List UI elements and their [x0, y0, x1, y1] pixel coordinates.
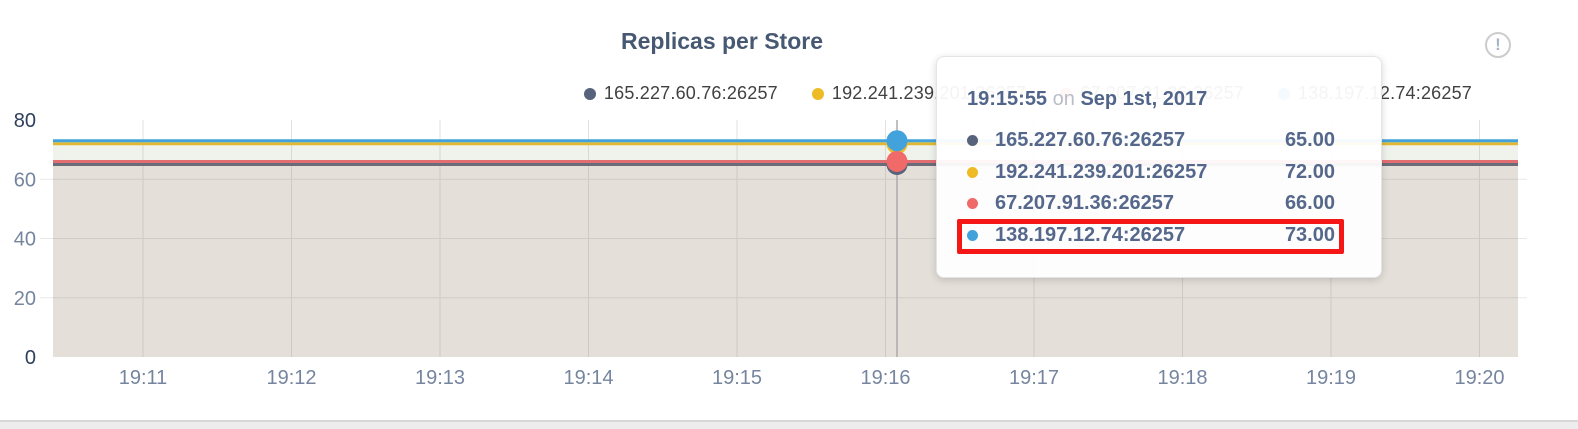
x-axis-tick-label: 19:13: [415, 367, 465, 389]
y-axis-tick-label: 60: [14, 169, 36, 191]
x-axis-tick-label: 19:18: [1157, 367, 1207, 389]
tooltip-series-value: 72.00: [1284, 160, 1335, 183]
series-dot-icon: [967, 198, 978, 210]
tooltip-series-value: 73.00: [1284, 223, 1335, 246]
legend-label: 165.227.60.76:26257: [603, 83, 778, 103]
series-dot-icon: [811, 87, 824, 100]
x-axis-tick-label: 19:16: [860, 367, 910, 389]
tooltip-row: 67.207.91.36:26257 66.00: [967, 188, 1351, 220]
tooltip-conjunction: on: [1052, 88, 1075, 110]
tooltip-series-label: 192.241.239.201:26257: [995, 160, 1208, 183]
x-axis-tick-label: 19:15: [712, 367, 762, 389]
x-axis-tick-label: 19:11: [119, 367, 168, 389]
tooltip-series-label: 165.227.60.76:26257: [995, 129, 1186, 152]
series-dot-icon: [583, 87, 596, 100]
tooltip-row-highlighted: 138.197.12.74:26257 73.00: [967, 220, 1351, 252]
series-dot-icon: [967, 229, 978, 241]
x-axis-tick-label: 19:14: [563, 367, 613, 389]
hover-tooltip: 19:15:55 on Sep 1st, 2017 165.227.60.76:…: [936, 56, 1382, 278]
y-axis-tick-label: 20: [14, 288, 36, 310]
tooltip-series-label: 67.207.91.36:26257: [995, 192, 1175, 215]
tooltip-date: Sep 1st, 2017: [1080, 88, 1208, 110]
series-dot-icon: [967, 166, 978, 178]
x-axis-tick-label: 19:17: [1009, 367, 1059, 389]
tooltip-timestamp: 19:15:55 on Sep 1st, 2017: [967, 87, 1351, 111]
y-axis-tick-label: 0: [25, 347, 36, 369]
section-divider: [0, 420, 1578, 429]
tooltip-row: 165.227.60.76:26257 65.00: [967, 125, 1351, 157]
x-axis-tick-label: 19:12: [266, 367, 316, 389]
alert-icon[interactable]: !: [1485, 32, 1511, 58]
hover-point: [886, 130, 908, 152]
exclamation-glyph: !: [1495, 35, 1501, 54]
y-axis-tick-label: 40: [14, 229, 36, 251]
x-axis-tick-label: 19:19: [1306, 367, 1356, 389]
tooltip-series-value: 66.00: [1284, 192, 1335, 215]
tooltip-row: 192.241.239.201:26257 72.00: [967, 157, 1351, 189]
tooltip-time: 19:15:55: [967, 88, 1048, 110]
legend-item-node1[interactable]: 165.227.60.76:26257: [583, 83, 778, 104]
red-annotation-box: [957, 219, 1344, 254]
y-axis-tick-label: 80: [14, 110, 36, 132]
chart-title: Replicas per Store: [621, 28, 823, 54]
tooltip-series-label: 138.197.12.74:26257: [995, 223, 1186, 246]
tooltip-series-value: 65.00: [1284, 129, 1335, 152]
series-dot-icon: [967, 135, 978, 147]
x-axis-tick-label: 19:20: [1454, 367, 1504, 389]
hover-point: [886, 150, 908, 172]
